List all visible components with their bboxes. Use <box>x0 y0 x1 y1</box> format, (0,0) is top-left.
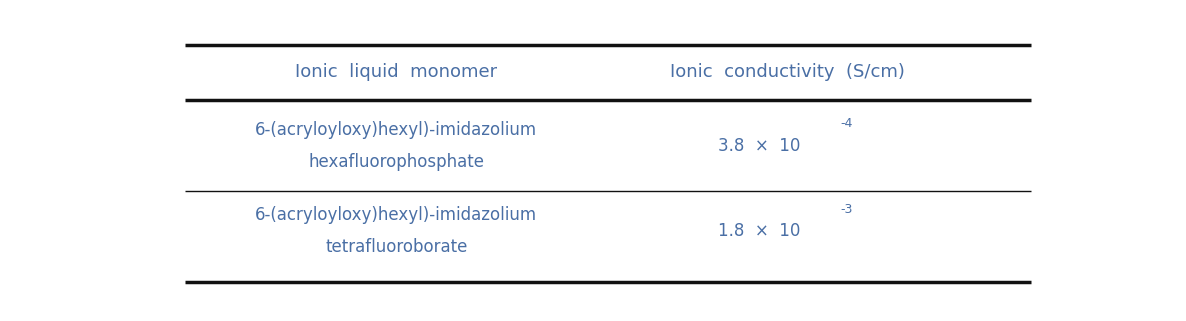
Text: -3: -3 <box>841 203 853 216</box>
Text: hexafluorophosphate: hexafluorophosphate <box>308 153 484 171</box>
Text: 6-(acryloyloxy)hexyl)-imidazolium: 6-(acryloyloxy)hexyl)-imidazolium <box>255 121 537 139</box>
Text: -4: -4 <box>841 117 853 130</box>
Text: Ionic  conductivity  (S/cm): Ionic conductivity (S/cm) <box>670 63 905 81</box>
Text: Ionic  liquid  monomer: Ionic liquid monomer <box>295 63 497 81</box>
Text: 6-(acryloyloxy)hexyl)-imidazolium: 6-(acryloyloxy)hexyl)-imidazolium <box>255 206 537 224</box>
Text: 1.8  ×  10: 1.8 × 10 <box>719 222 801 240</box>
Text: 3.8  ×  10: 3.8 × 10 <box>719 137 801 155</box>
Text: tetrafluoroborate: tetrafluoroborate <box>325 239 467 256</box>
